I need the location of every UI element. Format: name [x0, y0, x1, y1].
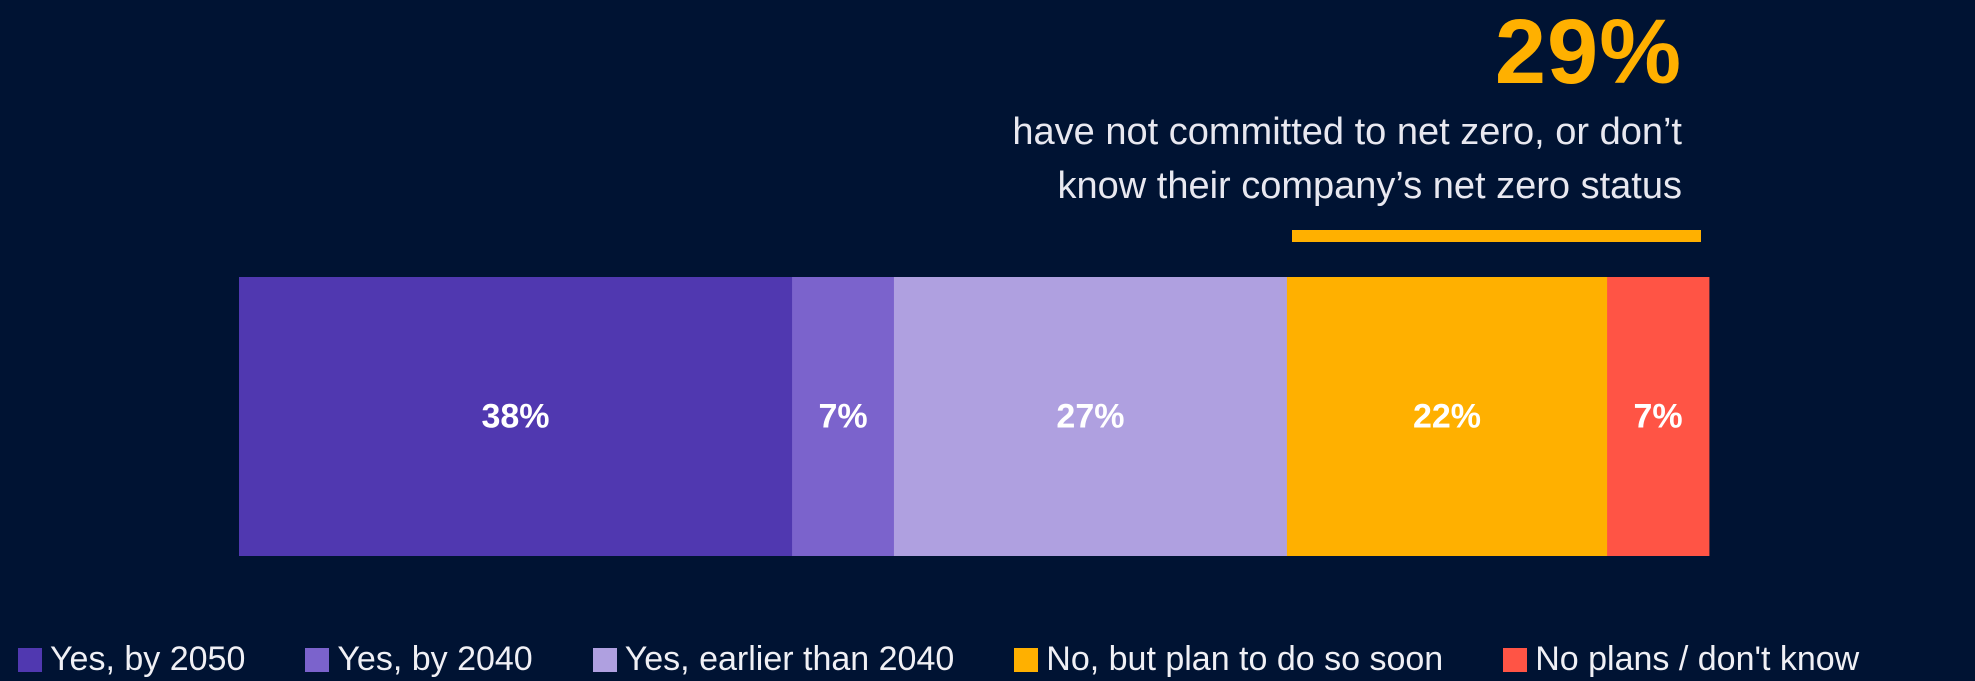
- legend-label: Yes, by 2040: [337, 640, 533, 678]
- bar-segment-2: [792, 277, 895, 556]
- legend-label: Yes, by 2050: [50, 640, 246, 678]
- headline-text-line1: have not committed to net zero, or don’t: [1012, 111, 1682, 153]
- bar-segment-label-1: 38%: [481, 398, 549, 436]
- bar-segment-4: [1286, 277, 1608, 556]
- legend-item-2: Yes, by 2040: [305, 640, 533, 679]
- legend-label: Yes, earlier than 2040: [624, 640, 955, 678]
- bar-segment-label-4: 22%: [1413, 398, 1481, 436]
- bar-segment-label-5: 7%: [1633, 398, 1682, 436]
- legend-swatch: [18, 647, 42, 672]
- legend-item-1: Yes, by 2050: [18, 640, 245, 679]
- bar-segment-1: [239, 277, 793, 556]
- legend-swatch: [305, 647, 330, 672]
- legend-label: No plans / don't know: [1535, 640, 1860, 678]
- legend-swatch: [592, 647, 617, 672]
- legend-swatch: [1014, 647, 1039, 672]
- bar-segment-label-3: 27%: [1056, 398, 1124, 436]
- bar-segment-3: [893, 277, 1288, 556]
- bar-segment-label-2: 7%: [818, 398, 867, 436]
- legend-item-5: No plans / don't know: [1503, 640, 1859, 679]
- headline-text-line2: know their company’s net zero status: [1057, 165, 1683, 207]
- bar-segment-5: [1607, 277, 1710, 556]
- chart-legend: Yes, by 2050 Yes, by 2040 Yes, earlier tha…: [18, 638, 1859, 681]
- legend-label: No, but plan to do so soon: [1046, 640, 1444, 678]
- legend-item-4: No, but plan to do so soon: [1014, 640, 1443, 679]
- legend-item-3: Yes, earlier than 2040: [592, 640, 955, 679]
- headline-callout: 29% have not committed to net zero, or d…: [1012, 0, 1682, 210]
- headline-value: 29%: [1494, 1, 1682, 103]
- callout-underline: [1292, 230, 1701, 242]
- legend-swatch: [1503, 647, 1528, 672]
